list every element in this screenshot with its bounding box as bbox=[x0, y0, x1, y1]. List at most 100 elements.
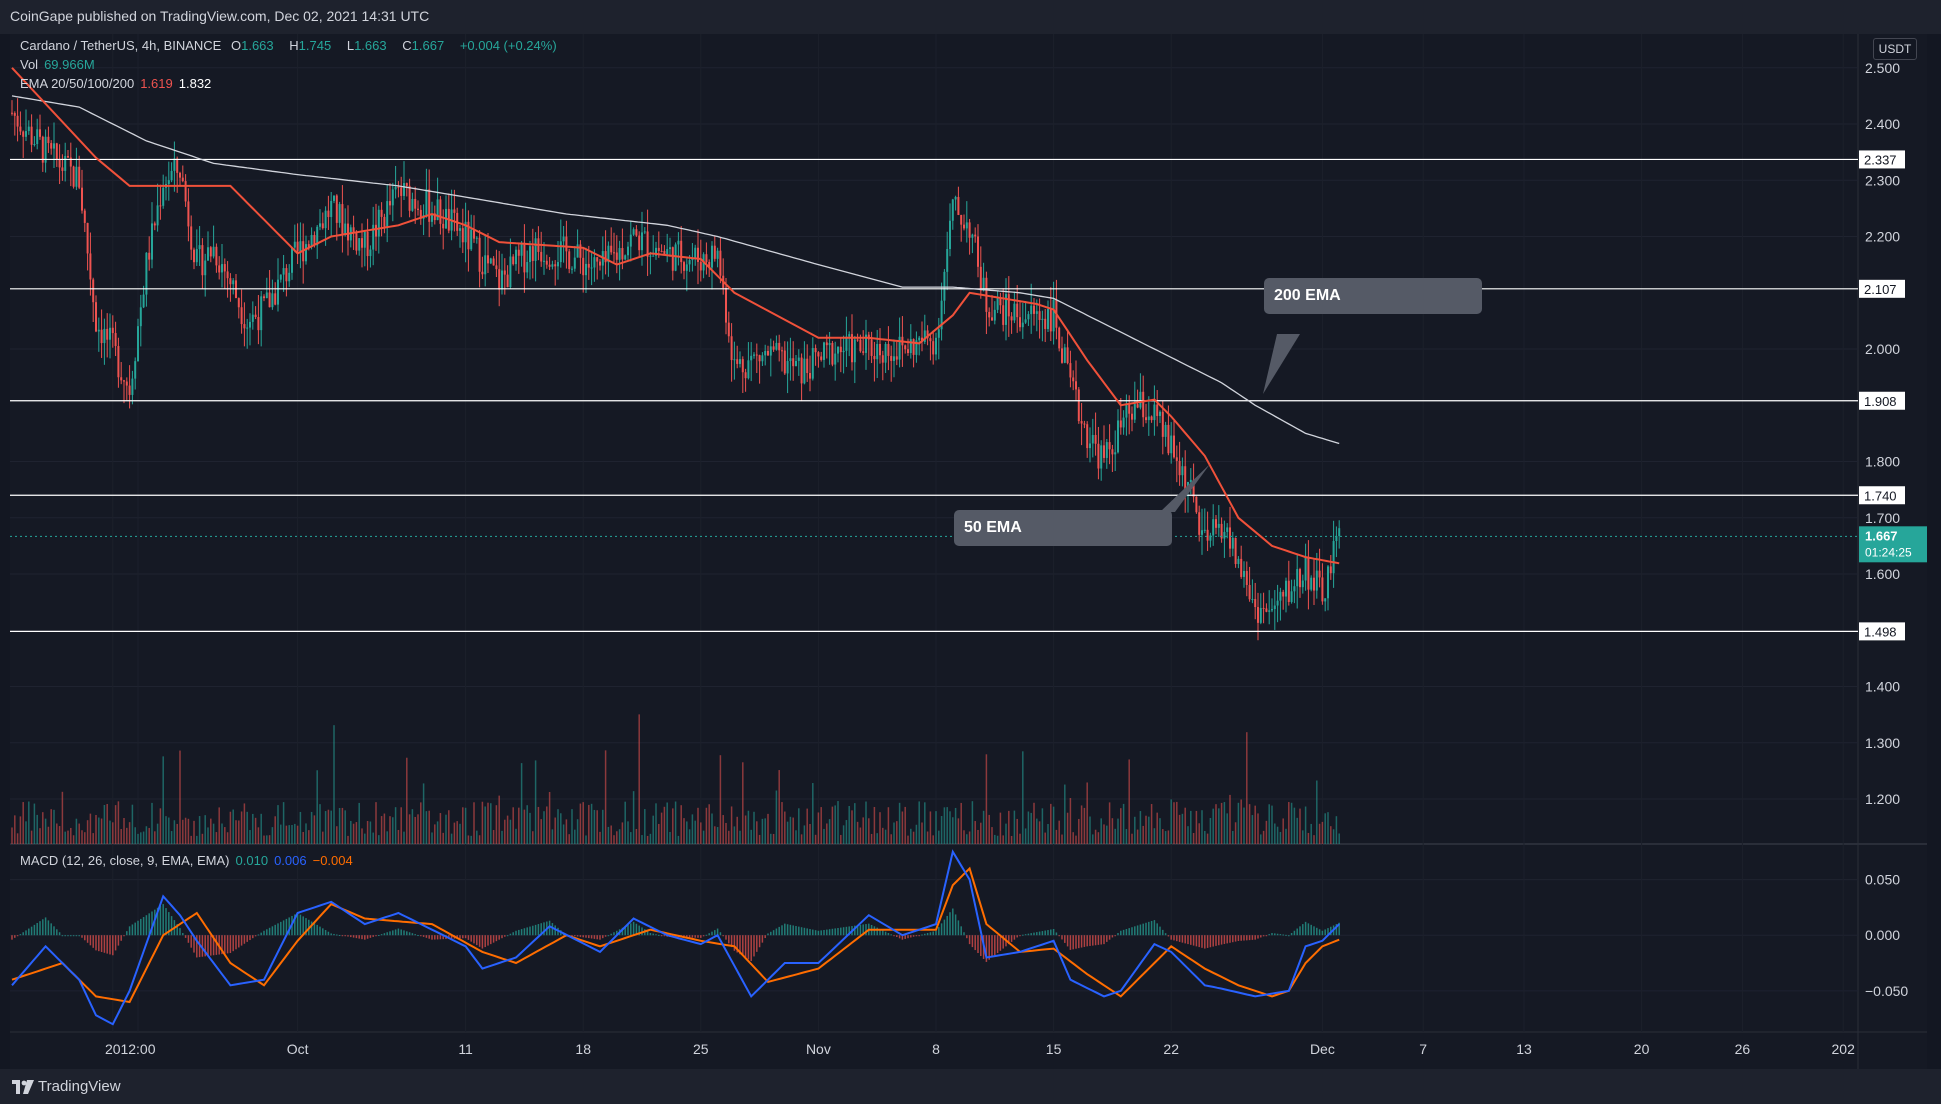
volume-bar bbox=[190, 835, 192, 844]
macd-histogram-bar bbox=[1128, 928, 1130, 936]
macd-histogram-bar bbox=[728, 935, 730, 944]
level-label-box bbox=[1859, 391, 1905, 410]
macd-histogram-bar bbox=[1117, 932, 1119, 936]
volume-bar bbox=[576, 819, 579, 844]
high-label: H bbox=[289, 38, 299, 53]
volume-bar bbox=[148, 827, 150, 844]
macd-histogram-bar bbox=[512, 932, 514, 936]
volume-bar bbox=[254, 817, 257, 844]
volume-bar bbox=[812, 783, 814, 844]
candle-body bbox=[610, 245, 613, 253]
candle-body bbox=[585, 263, 587, 276]
volume-bar bbox=[775, 790, 778, 844]
candle-body bbox=[789, 358, 792, 362]
volume-bar bbox=[145, 826, 148, 844]
volume-bar bbox=[1232, 830, 1234, 844]
candle-body bbox=[1052, 299, 1055, 332]
volume-bar bbox=[22, 802, 24, 844]
candle-body bbox=[464, 221, 467, 243]
volume-bar bbox=[19, 816, 22, 844]
candle-body bbox=[209, 247, 212, 257]
candle-body bbox=[1203, 529, 1206, 531]
volume-bar bbox=[50, 809, 52, 844]
volume-bar bbox=[994, 834, 996, 844]
volume-bar bbox=[1330, 826, 1332, 844]
macd-histogram-bar bbox=[800, 927, 803, 936]
volume-bar bbox=[408, 814, 411, 844]
macd-histogram-bar bbox=[1299, 926, 1301, 936]
volume-bar bbox=[257, 827, 260, 844]
candle-body bbox=[436, 199, 439, 221]
volume-bar bbox=[1240, 799, 1242, 844]
macd-histogram-bar bbox=[543, 922, 545, 936]
candle-body bbox=[596, 257, 599, 262]
volume-bar bbox=[1223, 802, 1226, 844]
volume-bar bbox=[338, 808, 341, 844]
time-tick-label: 12:00 bbox=[120, 1041, 155, 1057]
macd-histogram-bar bbox=[176, 924, 178, 936]
candle-body bbox=[551, 264, 554, 267]
candle-body bbox=[1145, 417, 1147, 421]
volume-bar bbox=[372, 832, 374, 844]
macd-histogram-bar bbox=[949, 912, 951, 936]
macd-histogram-bar bbox=[403, 930, 405, 936]
volume-bar bbox=[705, 807, 708, 844]
macd-histogram-bar bbox=[613, 932, 615, 936]
macd-histogram-bar bbox=[53, 926, 55, 936]
macd-histogram-bar bbox=[92, 935, 94, 948]
macd-histogram-bar bbox=[1030, 933, 1032, 936]
volume-bar bbox=[1069, 798, 1072, 844]
candle-body bbox=[170, 170, 173, 181]
macd-histogram-bar bbox=[574, 935, 576, 937]
macd-value: 0.010 bbox=[235, 853, 269, 868]
candle-body bbox=[1027, 314, 1030, 320]
price-chart[interactable]: 2.500 2.400 2.300 2.200 2.000 1.800 1.700 1.600… bbox=[10, 34, 1927, 1069]
volume-bar bbox=[1335, 816, 1338, 844]
macd-histogram-bar bbox=[820, 930, 822, 936]
candle-body bbox=[1125, 403, 1128, 418]
macd-histogram-bar bbox=[72, 935, 75, 937]
volume-bar bbox=[924, 802, 926, 844]
candle-body bbox=[473, 229, 475, 239]
candle-body bbox=[618, 248, 621, 260]
volume-bar bbox=[196, 835, 198, 844]
volume-bar bbox=[1086, 782, 1088, 844]
macd-histogram-bar bbox=[1327, 928, 1329, 936]
volume-bar bbox=[221, 823, 223, 844]
macd-histogram-bar bbox=[1192, 935, 1195, 946]
candle-body bbox=[383, 216, 386, 227]
candle-body bbox=[1033, 305, 1035, 314]
volume-bar bbox=[985, 754, 988, 844]
candle-body bbox=[1128, 403, 1131, 414]
macd-histogram-bar bbox=[1302, 924, 1304, 936]
candle-body bbox=[1329, 566, 1332, 574]
candle-body bbox=[974, 234, 977, 237]
volume-bar bbox=[442, 832, 444, 844]
candle-body bbox=[109, 327, 111, 340]
tradingview-logo-icon[interactable] bbox=[12, 1080, 34, 1094]
candle-body bbox=[1304, 557, 1307, 581]
candle-body bbox=[316, 226, 319, 246]
candle-body bbox=[755, 354, 758, 356]
candle-body bbox=[1013, 303, 1016, 321]
close-value: 1.667 bbox=[411, 38, 445, 53]
currency-unit-button[interactable]: USDT bbox=[1873, 38, 1917, 60]
volume-bar bbox=[627, 821, 629, 844]
volume-bar bbox=[744, 815, 747, 844]
candle-body bbox=[1094, 434, 1097, 444]
volume-bar bbox=[98, 817, 100, 844]
volume-value: 69.966M bbox=[44, 57, 95, 72]
candle-body bbox=[571, 268, 573, 270]
macd-histogram-bar bbox=[492, 935, 495, 943]
volume-bar bbox=[1064, 784, 1066, 844]
candle-body bbox=[467, 221, 470, 250]
volume-bar bbox=[193, 820, 195, 844]
candle-body bbox=[1201, 530, 1203, 535]
macd-histogram-bar bbox=[1198, 935, 1200, 948]
macd-histogram-bar bbox=[784, 923, 786, 936]
macd-histogram-bar bbox=[1335, 924, 1338, 936]
volume-bar bbox=[593, 809, 596, 844]
macd-histogram-bar bbox=[789, 924, 792, 936]
macd-histogram-bar bbox=[1265, 935, 1268, 937]
macd-histogram-bar bbox=[81, 935, 83, 938]
